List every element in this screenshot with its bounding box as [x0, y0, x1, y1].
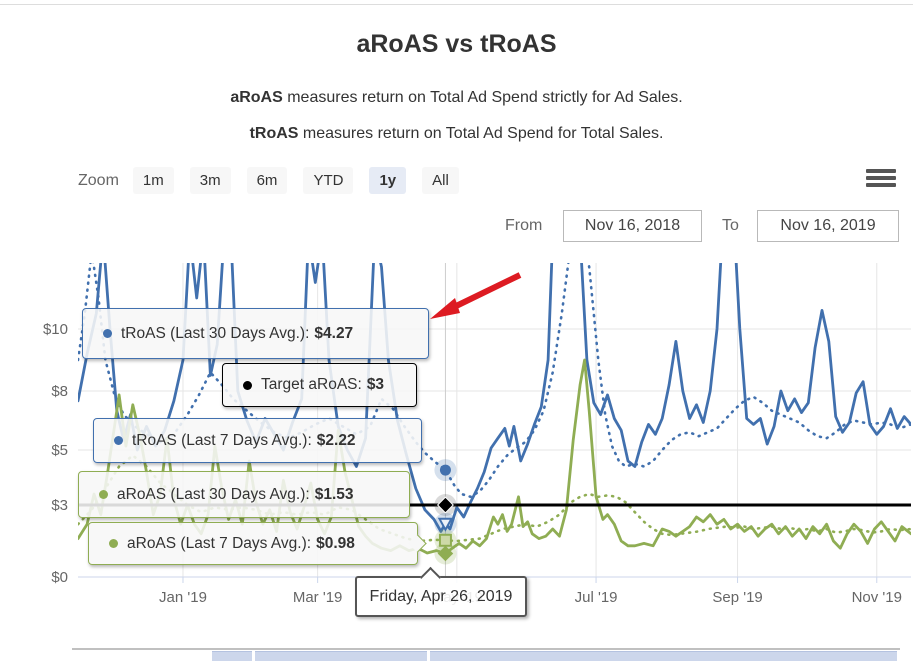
series-tooltip: aRoAS (Last 7 Days Avg.): $0.98 [88, 522, 427, 565]
target-marker-icon [436, 496, 454, 514]
subtitle-troas: tRoAS measures return on Total Ad Spend … [249, 125, 664, 142]
series-dot-icon [99, 490, 108, 499]
hamburger-icon [866, 169, 896, 173]
series-tooltip: tRoAS (Last 7 Days Avg.): $2.22 [93, 418, 422, 463]
from-date-input[interactable]: Nov 16, 2018 [563, 210, 702, 242]
subtitle-aroas: aRoAS measures return on Total Ad Spend … [230, 89, 683, 106]
series-tooltip: Target aRoAS: $3 [222, 363, 417, 407]
x-axis-label: Nov '19 [852, 589, 902, 606]
y-axis-label: $0 [51, 569, 68, 586]
zoom-buttons: 1m 3m 6m YTD 1y All [132, 167, 475, 194]
tooltip-label: aRoAS (Last 7 Days Avg.): [127, 534, 312, 552]
zoom-button-ytd[interactable]: YTD [303, 167, 354, 194]
series-tooltip: aRoAS (Last 30 Days Avg.): $1.53 [78, 471, 410, 518]
to-label: To [722, 217, 739, 234]
navigator-range[interactable] [430, 651, 897, 661]
series-dot-icon [243, 380, 252, 390]
series-dot-icon [109, 539, 118, 548]
zoom-button-1m[interactable]: 1m [132, 167, 174, 194]
tooltip-label: tRoAS (Last 30 Days Avg.): [121, 324, 310, 342]
tooltip-value: $2.22 [316, 431, 356, 449]
troas-30d-marker-icon [439, 464, 451, 476]
zoom-button-1y[interactable]: 1y [369, 167, 407, 194]
x-axis-label: Sep '19 [712, 589, 762, 606]
context-menu-button[interactable] [866, 169, 896, 191]
top-divider [0, 4, 913, 5]
tooltip-label: tRoAS (Last 7 Days Avg.): [132, 431, 312, 449]
series-line [78, 263, 911, 533]
y-axis-label: $5 [51, 442, 68, 459]
date-range-controls: From Nov 16, 2018 To Nov 16, 2019 [0, 210, 913, 244]
zoom-button-all[interactable]: All [422, 167, 459, 194]
series-line [78, 454, 911, 543]
aroas-30d-marker-icon [438, 533, 452, 547]
troas-7d-marker-icon [437, 517, 454, 532]
to-date-input[interactable]: Nov 16, 2019 [757, 210, 899, 242]
x-axis-label: Jul '19 [575, 589, 618, 606]
y-axis-label: $3 [51, 497, 68, 514]
navigator-range[interactable] [255, 651, 427, 661]
tooltip-value: $0.98 [316, 534, 355, 552]
hamburger-icon [866, 176, 896, 180]
zoom-button-3m[interactable]: 3m [189, 167, 231, 194]
series-line [78, 263, 911, 499]
navigator-axis-line [72, 648, 900, 650]
tooltip-value: $1.53 [314, 485, 354, 503]
navigator-handle-left[interactable] [212, 651, 252, 661]
tooltip-label: aRoAS (Last 30 Days Avg.): [117, 485, 310, 503]
hamburger-icon [866, 183, 896, 187]
series-dot-icon [103, 329, 112, 338]
zoom-toolbar: Zoom 1m 3m 6m YTD 1y All [78, 165, 475, 196]
series-dot-icon [114, 436, 123, 445]
y-axis-label: $10 [43, 321, 68, 338]
tooltip-label: Target aRoAS: [261, 376, 362, 393]
x-axis-label: Jan '19 [159, 589, 207, 606]
tooltip-value: $4.27 [314, 324, 354, 342]
x-axis-label: Mar '19 [293, 589, 343, 606]
page-title: aRoAS vs tRoAS [356, 30, 557, 58]
from-label: From [505, 217, 543, 234]
zoom-button-6m[interactable]: 6m [246, 167, 288, 194]
tooltip-value: $3 [366, 376, 385, 393]
zoom-label: Zoom [78, 171, 119, 189]
y-axis-label: $8 [51, 383, 68, 400]
series-tooltip: tRoAS (Last 30 Days Avg.): $4.27 [82, 308, 429, 359]
date-tooltip: Friday, Apr 26, 2019 [355, 566, 527, 617]
